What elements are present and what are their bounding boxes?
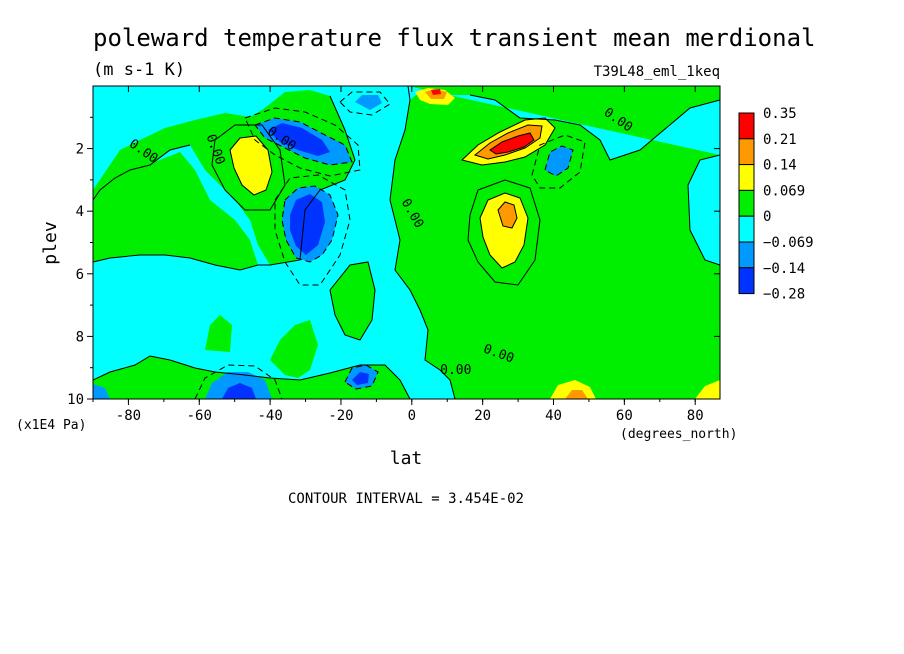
colorbar: 0.35 0.21 0.14 0.069 0 −0.069 −0.14 −0.28 [738,106,814,303]
fill-orange-bottom-right [565,390,588,399]
y-tick-label: 10 [67,392,84,408]
contour-interval-note: CONTOUR INTERVAL = 3.454E-02 [288,491,524,507]
y-tick-label: 8 [76,329,84,345]
contour-zero-north-upper [469,94,720,161]
fill-blue-bottom-center [352,372,369,385]
contour-neg-middle-left-outer [274,174,351,286]
contour-pos-upper-jet [460,117,556,166]
fill-midblue-bottom-edge-left [93,384,110,399]
x-tick-label: 40 [545,408,562,424]
y-tick-label: 4 [76,204,84,220]
fill-midblue-top-center [355,95,382,110]
fill-green-north [390,86,720,399]
fill-yellow-southern-max [230,136,272,195]
fill-midblue-upper-right [545,146,573,176]
x-tick-label: -80 [116,408,141,424]
contour-zero-southwest [93,144,191,201]
colorbar-swatch [738,241,755,269]
x-tick-label: 80 [687,408,704,424]
y-axis: 2 4 6 8 10 [67,116,720,408]
y-tick-label: 2 [76,142,84,158]
contour-pos-lower-jet-outer [467,179,541,286]
colorbar-swatch [738,267,755,295]
contour-pos-upper-jet-core [489,132,535,155]
fill-red-top-strip [431,89,441,95]
contour-neg-top-center [339,91,391,116]
colorbar-label: −0.14 [763,261,805,277]
contour-neg-bottom-left [194,364,283,399]
contour-neg-upper-left-outer [244,107,361,177]
fill-blue-upper-left [268,123,330,156]
fill-red-jet-core [490,133,534,154]
x-tick-label: 0 [408,408,416,424]
chart-title: poleward temperature flux transient mean… [93,24,815,52]
contour-zero-bottom [93,355,411,399]
fill-blue-middle-left [290,194,325,255]
x-axis: -80 -60 -40 -20 0 20 40 60 80 [92,86,704,424]
x-axis-title: lat [390,448,423,469]
colorbar-label: −0.069 [763,235,814,251]
fill-yellow-bottom-right-2 [695,380,720,399]
x-units-label: (degrees_north) [620,427,737,442]
fill-green-lower-left-blob [205,315,232,352]
contour-neg-upper-right-outer [531,134,586,189]
contour-zero-center-blob [329,261,376,341]
colorbar-label: 0.35 [763,106,797,122]
colorbar-swatch [738,189,755,217]
contour-zero-right [687,154,720,266]
fill-green-south-left [93,152,258,270]
colorbar-label: 0.21 [763,132,797,148]
contour-neg-upper-right [544,145,574,177]
colorbar-swatch [738,138,755,166]
contour-label: 0.00 [440,363,471,378]
x-tick-label: -60 [187,408,212,424]
colorbar-label: −0.28 [763,287,805,303]
x-tick-label: -20 [328,408,353,424]
contour-neg-upper-left [254,117,353,166]
x-tick-label: 20 [474,408,491,424]
colorbar-swatch [738,164,755,191]
plot-area: 0.00 0.00 0.000.000.000.000.00 [92,85,721,400]
y-tick-label: 6 [76,267,84,283]
x-tick-label: 60 [616,408,633,424]
colorbar-swatch [738,215,755,243]
run-label: T39L48_eml_1keq [594,64,720,80]
contour-pos-southern-max [229,135,273,196]
colorbar-swatch [738,112,755,140]
contour-pos-upper-jet-inner [473,124,543,160]
y-axis-title: plev [40,221,61,264]
colorbar-label: 0.069 [763,183,805,199]
fill-orange-lower-jet [498,202,517,228]
contour-pos-lower-jet-inner [497,201,518,229]
fill-blue-bottom-left [222,383,256,399]
x-tick-label: -40 [257,408,282,424]
contour-neg-middle-left [281,185,339,263]
colorbar-label: 0.14 [763,158,797,174]
contour-zero-south [93,95,356,271]
chart-subtitle: (m s-1 K) [93,60,185,80]
colorbar-label: 0 [763,209,771,225]
contour-pos-lower-jet [479,192,529,269]
y-units-label: (x1E4 Pa) [16,418,86,433]
fill-green-center-blob [330,262,375,340]
contour-neg-bottom-center [344,364,379,390]
contour-zero-north [389,86,456,399]
fill-green-lower-center [270,320,318,378]
